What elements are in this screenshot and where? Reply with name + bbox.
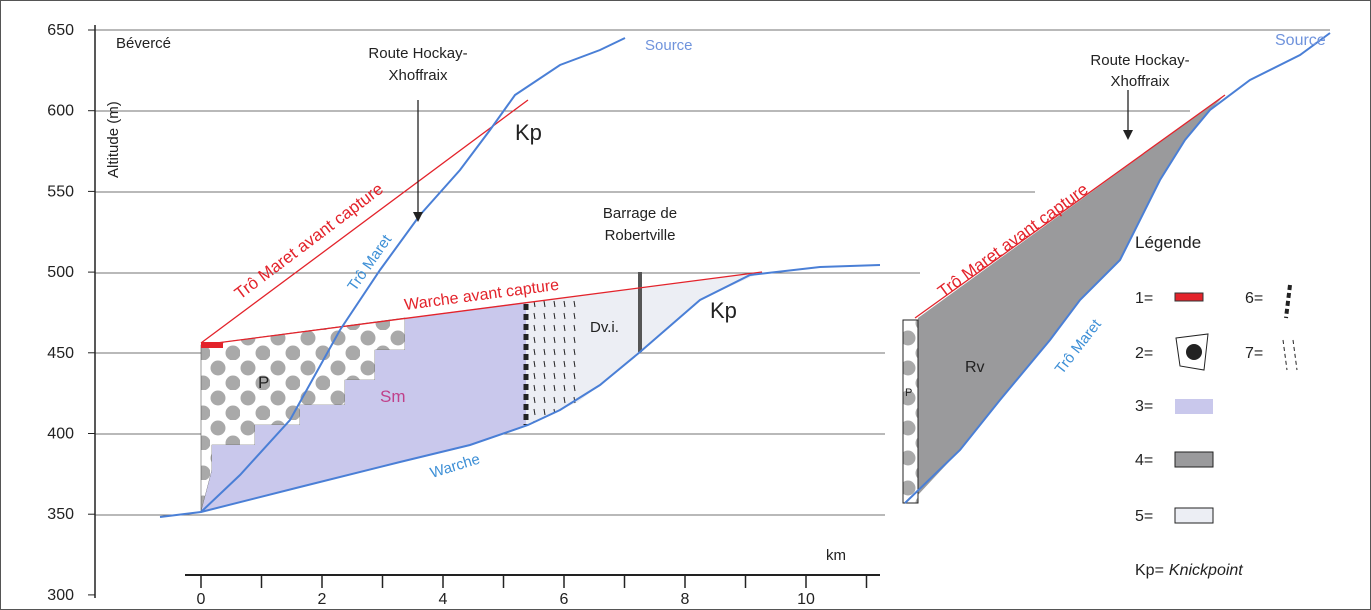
- unit-label: P: [258, 373, 269, 392]
- y-tick-label: 350: [47, 506, 74, 523]
- dam-label: Robertville: [605, 227, 676, 244]
- kp-label: Kp: [710, 298, 737, 323]
- x-tick-label: 10: [797, 591, 815, 608]
- legend-item: 6=: [1245, 290, 1263, 307]
- y-tick-label: 550: [47, 183, 74, 200]
- source-label: Source: [645, 37, 693, 54]
- figure: 0 2 4 6 8 10 km Bévercé Source Route Hockay- X…: [0, 0, 1371, 610]
- y-tick-label: 450: [47, 345, 74, 362]
- source-label: Source: [1275, 32, 1326, 49]
- place: Bévercé: [116, 35, 171, 52]
- dam-label: Barrage de: [603, 205, 677, 222]
- road-label: Route Hockay-: [368, 45, 467, 62]
- unit-label: Sm: [380, 387, 406, 406]
- legend-swatch: [1175, 399, 1213, 414]
- legend-note-term: Knickpoint: [1169, 562, 1243, 579]
- y-tick-label: 400: [47, 426, 74, 443]
- road-arrowhead: [413, 212, 423, 222]
- y-axis-label: Altitude (m): [105, 101, 122, 178]
- legend-item: 4=: [1135, 452, 1153, 469]
- legend-item: 5=: [1135, 508, 1153, 525]
- y-tick-label: 650: [47, 22, 74, 39]
- road-label: Xhoffraix: [1111, 73, 1170, 90]
- y-tick-label: 500: [47, 264, 74, 281]
- legend: Légende 1= 2= 3= 4= 5= 6= 7= Kp= Knickpoi…: [1135, 233, 1297, 579]
- legend-title: Légende: [1135, 233, 1201, 252]
- x-tick-label: 8: [681, 591, 690, 608]
- unit-dvi-fill: [578, 272, 762, 402]
- legend-item: 1=: [1135, 290, 1153, 307]
- legend-item: 3=: [1135, 398, 1153, 415]
- x-tick-label: 0: [197, 591, 206, 608]
- legend-item: 7=: [1245, 345, 1263, 362]
- legend-swatch: [1286, 285, 1290, 318]
- x-unit: km: [826, 547, 846, 564]
- road-label: Route Hockay-: [1090, 52, 1189, 69]
- unit-p-strip: [903, 320, 918, 503]
- legend-item: 2=: [1135, 345, 1153, 362]
- y-tick-label: 300: [47, 587, 74, 604]
- unit-7-fill: [526, 296, 578, 425]
- tro-maret-before-line: [201, 100, 528, 343]
- legend-swatch: [1175, 452, 1213, 467]
- x-tick-label: 6: [560, 591, 569, 608]
- legend-swatch: [1175, 508, 1213, 523]
- unit-label: P: [905, 387, 912, 399]
- legend-note-prefix: Kp=: [1135, 562, 1164, 579]
- x-ticks: 0 2 4 6 8 10 km: [197, 547, 867, 608]
- legend-swatch: [1175, 293, 1203, 301]
- warche-label: Warche: [428, 451, 482, 482]
- right-road-arrowhead: [1123, 130, 1133, 140]
- unit-label: Rv: [965, 359, 985, 376]
- x-tick-label: 4: [439, 591, 448, 608]
- x-tick-label: 2: [318, 591, 327, 608]
- road-label: Xhoffraix: [389, 67, 448, 84]
- y-tick-label: 600: [47, 103, 74, 120]
- legend-note: Kp= Knickpoint: [1135, 562, 1243, 579]
- kp-label: Kp: [515, 120, 542, 145]
- unit-label: Dv.i.: [590, 319, 619, 336]
